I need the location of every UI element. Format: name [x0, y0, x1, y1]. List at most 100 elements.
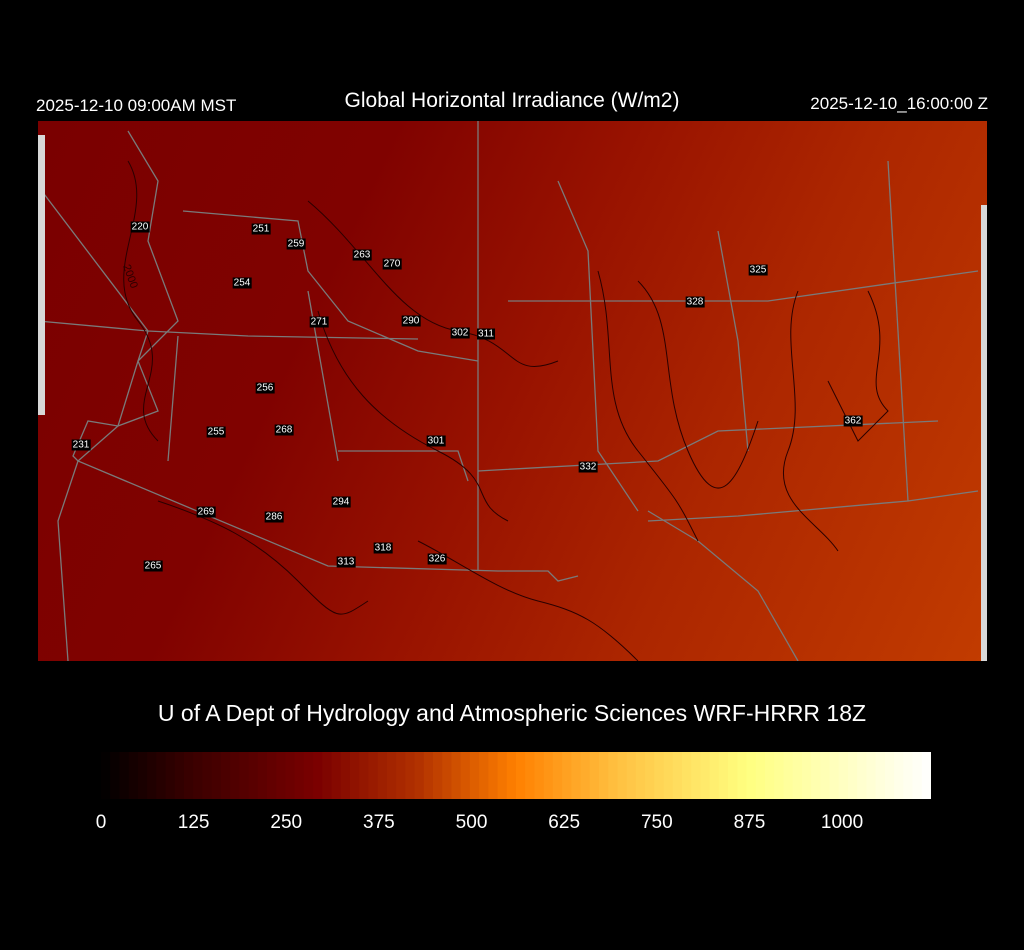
- station-value: 318: [373, 542, 393, 554]
- colorbar-swatch: [276, 752, 287, 799]
- county-line: [717, 230, 749, 452]
- colorbar-tick-label: 125: [177, 812, 210, 833]
- colorbar-swatch: [257, 752, 268, 799]
- colorbar-tick-label: 1000: [820, 812, 864, 833]
- colorbar-swatch: [783, 752, 794, 799]
- station-value: 301: [426, 435, 446, 447]
- colorbar-tick-label: 250: [270, 812, 303, 833]
- state-border: [647, 490, 979, 522]
- colorbar-swatch: [101, 752, 111, 799]
- station-value: 302: [450, 327, 470, 339]
- county-line: [182, 210, 479, 362]
- colorbar-swatch: [571, 752, 582, 799]
- station-value: 259: [286, 238, 306, 250]
- elevation-contour: [417, 540, 639, 661]
- colorbar-swatch: [875, 752, 886, 799]
- colorbar-swatch: [340, 752, 351, 799]
- station-value: 326: [427, 553, 447, 565]
- colorbar-swatch: [635, 752, 646, 799]
- colorbar-swatch: [608, 752, 619, 799]
- domain-edge: [981, 205, 987, 661]
- colorbar-swatch: [506, 752, 517, 799]
- colorbar-swatch: [386, 752, 397, 799]
- colorbar-swatch: [303, 752, 314, 799]
- station-value: 328: [685, 296, 705, 308]
- colorbar-swatch: [866, 752, 877, 799]
- county-line: [477, 420, 939, 472]
- colorbar-swatch: [294, 752, 305, 799]
- colorbar-swatch: [128, 752, 139, 799]
- station-value: 254: [232, 277, 252, 289]
- colorbar-swatch: [433, 752, 443, 799]
- colorbar-swatch: [285, 752, 296, 799]
- colorbar-swatch: [110, 752, 121, 799]
- colorbar-swatch: [184, 752, 194, 799]
- colorbar-tick-label: 0: [95, 812, 107, 833]
- station-value: 231: [71, 439, 91, 451]
- colorbar-swatch: [202, 752, 213, 799]
- colorbar-swatch: [359, 752, 370, 799]
- colorbar-swatch: [617, 752, 628, 799]
- county-line: [338, 450, 469, 482]
- colorbar-swatch: [691, 752, 702, 799]
- colorbar-swatch: [700, 752, 711, 799]
- boundaries: 2000: [38, 121, 979, 661]
- colorbar-swatch: [267, 752, 277, 799]
- colorbar-swatch: [589, 752, 600, 799]
- colorbar-swatch: [396, 752, 406, 799]
- colorbar-swatch: [534, 752, 545, 799]
- colorbar-swatch: [137, 752, 148, 799]
- colorbar-swatch: [774, 752, 785, 799]
- colorbar-tick-label: 500: [455, 812, 488, 833]
- elevation-contour: [637, 280, 759, 489]
- colorbar-swatch: [516, 752, 526, 799]
- county-line: [557, 180, 639, 512]
- colorbar-swatch: [838, 752, 849, 799]
- elevation-contour: [597, 270, 699, 542]
- colorbar-swatch: [682, 752, 692, 799]
- colorbar-swatch: [755, 752, 766, 799]
- colorbar-swatch: [765, 752, 775, 799]
- elevation-contour: [317, 310, 509, 522]
- colorbar-swatch: [414, 752, 425, 799]
- colorbar-swatch: [552, 752, 563, 799]
- colorbar-swatch: [921, 752, 931, 799]
- colorbar-tick-label: 625: [548, 812, 581, 833]
- colorbar-swatch: [423, 752, 434, 799]
- station-value: 332: [578, 461, 598, 473]
- colorbar-swatch: [912, 752, 923, 799]
- colorbar-swatch: [562, 752, 572, 799]
- colorbar-swatch: [728, 752, 738, 799]
- colorbar-swatch: [165, 752, 176, 799]
- colorbar-swatch: [811, 752, 821, 799]
- elevation-contour: [307, 200, 559, 367]
- colorbar-swatch: [451, 752, 462, 799]
- colorbar-swatch: [119, 752, 130, 799]
- river: [647, 510, 799, 661]
- colorbar-swatch: [792, 752, 803, 799]
- domain-edge: [38, 135, 45, 415]
- colorbar-swatch: [663, 752, 674, 799]
- colorbar-swatch: [672, 752, 683, 799]
- station-value: 311: [477, 328, 495, 340]
- colorbar-swatch: [368, 752, 379, 799]
- colorbar-swatch: [543, 752, 554, 799]
- state-border: [38, 320, 419, 340]
- station-value: 270: [382, 258, 402, 270]
- model-credit: U of A Dept of Hydrology and Atmospheric…: [157, 700, 867, 726]
- colorbar-tick-label: 375: [363, 812, 395, 833]
- colorbar-swatch: [829, 752, 840, 799]
- station-value: 271: [309, 316, 329, 328]
- colorbar-swatch: [599, 752, 609, 799]
- colorbar-swatch: [230, 752, 240, 799]
- colorbar-swatch: [626, 752, 637, 799]
- colorbar-swatch: [718, 752, 729, 799]
- valid-local-time: 2025-12-10 09:00AM MST: [36, 96, 237, 115]
- colorbar-swatch: [377, 752, 388, 799]
- colorbar-swatch: [211, 752, 222, 799]
- colorbar-swatch: [488, 752, 499, 799]
- colorbar-swatch: [331, 752, 342, 799]
- contour-label: 2000: [120, 263, 140, 290]
- elevation-contour: [827, 290, 889, 442]
- colorbar-swatch: [147, 752, 157, 799]
